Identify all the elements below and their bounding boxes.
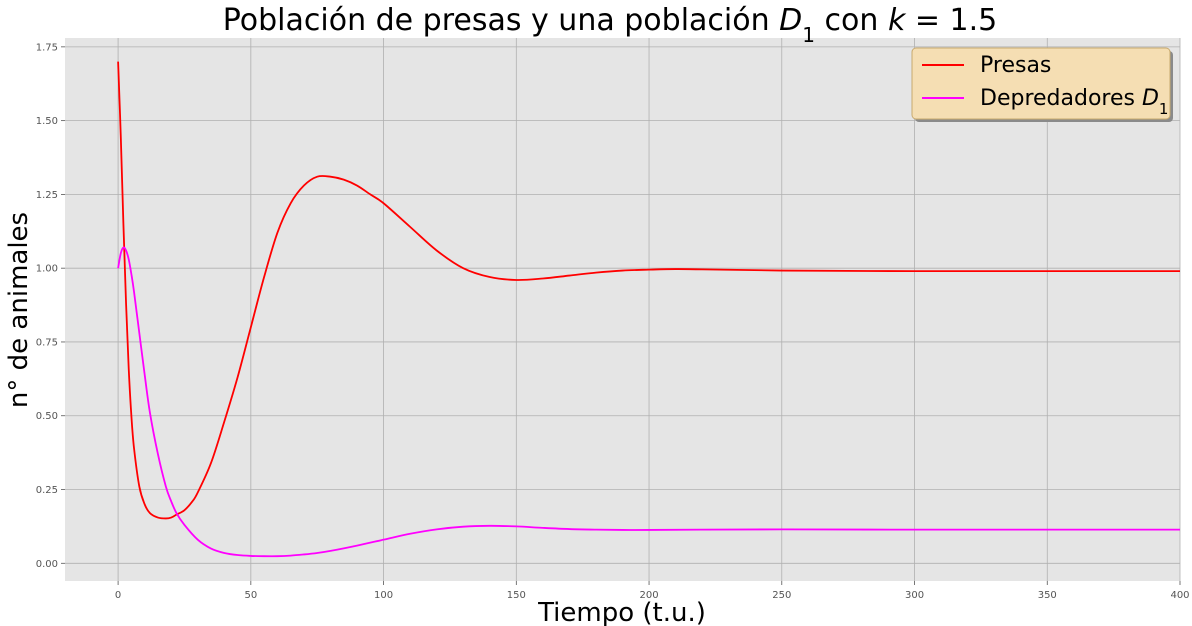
y-tick-label: 0.25 xyxy=(36,485,58,496)
series-layer xyxy=(117,61,1180,558)
legend-label-depredadores-var: D xyxy=(1142,86,1159,111)
title-mid: con xyxy=(815,3,888,38)
title-kvar: k xyxy=(888,3,907,38)
legend-label-depredadores-text: Depredadores xyxy=(980,86,1142,111)
y-tick-label: 1.50 xyxy=(36,116,58,127)
legend-label-presas: Presas xyxy=(980,53,1051,78)
title-prefix: Población de presas y una población xyxy=(223,3,779,38)
title-var: D xyxy=(779,3,802,38)
y-tick-label: 0.00 xyxy=(36,559,58,570)
x-tick-label: 400 xyxy=(1170,590,1189,601)
series-line-depredadores xyxy=(117,246,1180,558)
x-tick-label: 0 xyxy=(115,590,121,601)
chart-title: Población de presas y una población D1 c… xyxy=(223,3,997,47)
title-eq: = 1.5 xyxy=(905,3,997,38)
legend: Presas Depredadores D1 xyxy=(911,47,1173,122)
y-tick-label: 0.75 xyxy=(36,337,58,348)
x-tick-label: 200 xyxy=(640,590,659,601)
legend-label-depredadores-sub: 1 xyxy=(1159,100,1169,118)
title-sub: 1 xyxy=(802,23,815,47)
legend-box xyxy=(911,47,1171,120)
y-axis-label: n° de animales xyxy=(4,212,34,408)
x-axis-label: Tiempo (t.u.) xyxy=(537,598,706,626)
y-tick-label: 1.25 xyxy=(36,190,58,201)
y-tick-label: 1.75 xyxy=(36,42,58,53)
x-tick-label: 350 xyxy=(1038,590,1057,601)
x-tick-label: 150 xyxy=(507,590,526,601)
x-tick-label: 250 xyxy=(772,590,791,601)
grid xyxy=(65,38,1181,581)
x-tick-label: 300 xyxy=(905,590,924,601)
series-line-presas xyxy=(117,61,1180,520)
y-tick-label: 1.00 xyxy=(36,264,58,275)
y-tick-label: 0.50 xyxy=(36,411,58,422)
x-tick-label: 50 xyxy=(244,590,257,601)
x-tick-label: 100 xyxy=(374,590,393,601)
y-ticks: 0.00 0.25 0.50 0.75 1.00 1.25 1.50 1.75 xyxy=(36,42,65,570)
x-ticks: 0 50 100 150 200 250 300 350 400 xyxy=(115,581,1190,601)
legend-label-depredadores: Depredadores D1 xyxy=(980,86,1168,118)
